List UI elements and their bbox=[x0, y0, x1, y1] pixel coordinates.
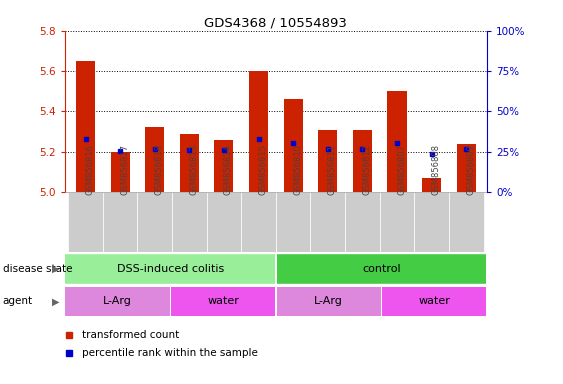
Text: percentile rank within the sample: percentile rank within the sample bbox=[82, 348, 257, 358]
FancyBboxPatch shape bbox=[103, 192, 137, 252]
Bar bbox=[422, 178, 441, 192]
Text: GSM856811: GSM856811 bbox=[328, 144, 337, 195]
Text: ▶: ▶ bbox=[52, 264, 59, 274]
Text: GSM856810: GSM856810 bbox=[293, 144, 302, 195]
Bar bbox=[145, 127, 164, 192]
FancyBboxPatch shape bbox=[65, 287, 169, 316]
Title: GDS4368 / 10554893: GDS4368 / 10554893 bbox=[204, 17, 347, 30]
Text: GSM856812: GSM856812 bbox=[363, 144, 372, 195]
FancyBboxPatch shape bbox=[276, 192, 310, 252]
Text: GSM856808: GSM856808 bbox=[432, 144, 441, 195]
Text: water: water bbox=[207, 296, 239, 306]
Text: ▶: ▶ bbox=[52, 296, 59, 306]
FancyBboxPatch shape bbox=[345, 192, 379, 252]
Bar bbox=[457, 144, 476, 192]
FancyBboxPatch shape bbox=[207, 192, 242, 252]
Bar bbox=[76, 61, 95, 192]
Text: GSM856815: GSM856815 bbox=[258, 144, 267, 195]
Text: DSS-induced colitis: DSS-induced colitis bbox=[117, 264, 224, 274]
Text: agent: agent bbox=[3, 296, 33, 306]
Text: L-Arg: L-Arg bbox=[314, 296, 343, 306]
Bar bbox=[284, 99, 303, 192]
FancyBboxPatch shape bbox=[382, 287, 486, 316]
FancyBboxPatch shape bbox=[449, 192, 484, 252]
FancyBboxPatch shape bbox=[137, 192, 172, 252]
FancyBboxPatch shape bbox=[276, 287, 381, 316]
Text: transformed count: transformed count bbox=[82, 330, 179, 340]
Text: GSM856813: GSM856813 bbox=[189, 144, 198, 195]
Text: GSM856814: GSM856814 bbox=[224, 144, 233, 195]
FancyBboxPatch shape bbox=[276, 254, 486, 283]
Text: L-Arg: L-Arg bbox=[103, 296, 132, 306]
FancyBboxPatch shape bbox=[414, 192, 449, 252]
Bar bbox=[110, 152, 129, 192]
Bar bbox=[353, 129, 372, 192]
Text: GSM856816: GSM856816 bbox=[86, 144, 95, 195]
Bar bbox=[318, 129, 337, 192]
Text: GSM856807: GSM856807 bbox=[397, 144, 406, 195]
FancyBboxPatch shape bbox=[379, 192, 414, 252]
Bar bbox=[387, 91, 406, 192]
Text: water: water bbox=[418, 296, 450, 306]
FancyBboxPatch shape bbox=[171, 287, 275, 316]
Text: GSM856817: GSM856817 bbox=[120, 144, 129, 195]
FancyBboxPatch shape bbox=[172, 192, 207, 252]
Bar bbox=[249, 71, 268, 192]
FancyBboxPatch shape bbox=[242, 192, 276, 252]
Text: GSM856818: GSM856818 bbox=[155, 144, 164, 195]
FancyBboxPatch shape bbox=[310, 192, 345, 252]
Text: control: control bbox=[362, 264, 401, 274]
FancyBboxPatch shape bbox=[65, 254, 275, 283]
FancyBboxPatch shape bbox=[68, 192, 103, 252]
Text: disease state: disease state bbox=[3, 264, 72, 274]
Bar bbox=[180, 134, 199, 192]
Text: GSM856809: GSM856809 bbox=[466, 144, 475, 195]
Bar bbox=[215, 139, 234, 192]
